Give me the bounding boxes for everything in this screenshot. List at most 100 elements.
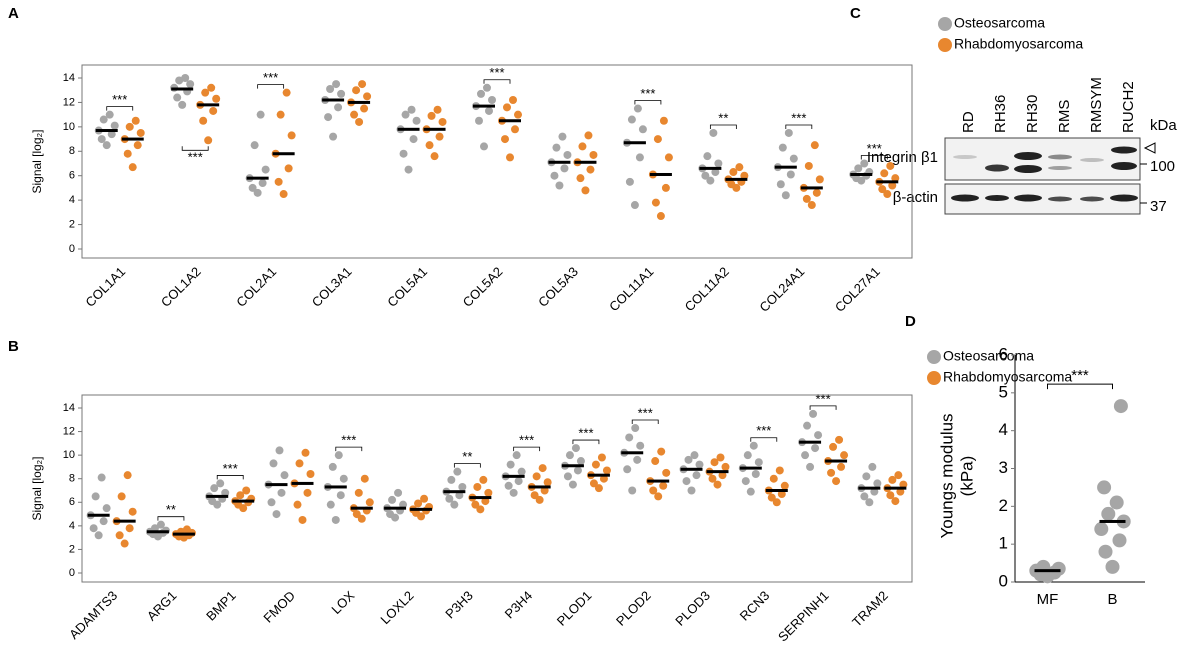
data-point [1099, 545, 1113, 559]
row-label: β-actin [893, 189, 938, 206]
data-point [484, 489, 492, 497]
data-point [475, 117, 483, 125]
significance-label: *** [112, 92, 127, 107]
data-point [405, 166, 413, 174]
data-point [586, 166, 594, 174]
figure: C kDa 100 37 Integrin β1 β-actin RDRH36R… [0, 0, 1198, 650]
y-tick-label: 0 [69, 567, 75, 579]
data-point [278, 489, 286, 497]
data-point [651, 457, 659, 465]
legend-label: Osteosarcoma [943, 348, 1034, 364]
data-point [420, 495, 428, 503]
legend-label: Rhabdomyosarcoma [954, 36, 1083, 52]
data-point [436, 133, 444, 141]
data-point [574, 466, 582, 474]
data-point [626, 178, 634, 186]
y-tick-label: 14 [63, 402, 75, 414]
data-point [660, 117, 668, 125]
median-bar [473, 105, 495, 108]
significance-bracket [786, 125, 812, 129]
data-point [249, 184, 257, 192]
data-point [886, 491, 894, 499]
data-point [603, 466, 611, 474]
lane-label: RMSYM [1088, 77, 1105, 133]
data-point [814, 431, 822, 439]
data-point [628, 487, 636, 495]
data-point [662, 184, 670, 192]
median-bar [1100, 520, 1126, 523]
data-point [505, 482, 513, 490]
x-tick-label: PLOD2 [613, 588, 654, 629]
x-tick-label: COL1A2 [158, 264, 204, 310]
panel-label: C [850, 5, 861, 22]
data-point [782, 191, 790, 199]
median-bar [884, 487, 906, 490]
significance-bracket [514, 447, 540, 451]
data-point [332, 516, 340, 524]
data-point [555, 181, 563, 189]
median-bar [740, 467, 762, 470]
median-bar [348, 101, 370, 104]
significance-bracket [1048, 384, 1113, 389]
median-bar [621, 451, 643, 454]
significance-label: *** [519, 433, 534, 448]
data-point [126, 123, 134, 131]
data-point [703, 152, 711, 160]
data-point [598, 454, 606, 462]
data-point [514, 111, 522, 119]
median-bar [624, 141, 646, 144]
data-point [691, 451, 699, 459]
data-point [1106, 560, 1120, 574]
data-point [296, 459, 304, 467]
median-bar [766, 489, 788, 492]
y-axis-label: Signal [log₂] [30, 456, 44, 520]
significance-bracket [107, 107, 133, 111]
data-point [544, 478, 552, 486]
data-point [688, 487, 696, 495]
data-point [510, 489, 518, 497]
data-point [1094, 522, 1108, 536]
data-point [513, 451, 521, 459]
median-bar [292, 482, 314, 485]
data-point [400, 150, 408, 158]
unit-label: kDa [1150, 117, 1177, 134]
y-tick-label: 12 [63, 96, 75, 108]
significance-bracket [454, 464, 480, 468]
data-point [199, 117, 207, 125]
data-point [479, 476, 487, 484]
significance-bracket [158, 517, 184, 521]
data-point [509, 96, 517, 104]
data-point [801, 451, 809, 459]
data-point [787, 170, 795, 178]
data-point [768, 494, 776, 502]
data-point [288, 131, 296, 139]
x-tick-label: LOXL2 [377, 588, 416, 627]
x-tick-label: RCN3 [737, 588, 773, 624]
data-point [639, 125, 647, 133]
data-point [413, 117, 421, 125]
data-point [590, 479, 598, 487]
data-point [777, 180, 785, 188]
data-point [483, 84, 491, 92]
data-point [564, 472, 572, 480]
lane-label: RMS [1056, 100, 1073, 133]
data-point [204, 136, 212, 144]
data-point [755, 458, 763, 466]
significance-bracket [710, 125, 736, 129]
data-point [121, 540, 129, 548]
significance-label: *** [638, 405, 653, 420]
y-tick-label: 2 [69, 543, 75, 555]
data-point [860, 160, 868, 168]
significance-bracket [484, 80, 510, 84]
data-point [360, 105, 368, 113]
y-tick-label: 0 [999, 571, 1008, 590]
data-point [280, 190, 288, 198]
data-point [324, 113, 332, 121]
data-point [103, 504, 111, 512]
data-point [134, 141, 142, 149]
data-point [334, 103, 342, 111]
median-bar [197, 103, 219, 106]
data-point [709, 475, 717, 483]
significance-label: *** [815, 391, 830, 406]
significance-bracket [573, 440, 599, 444]
